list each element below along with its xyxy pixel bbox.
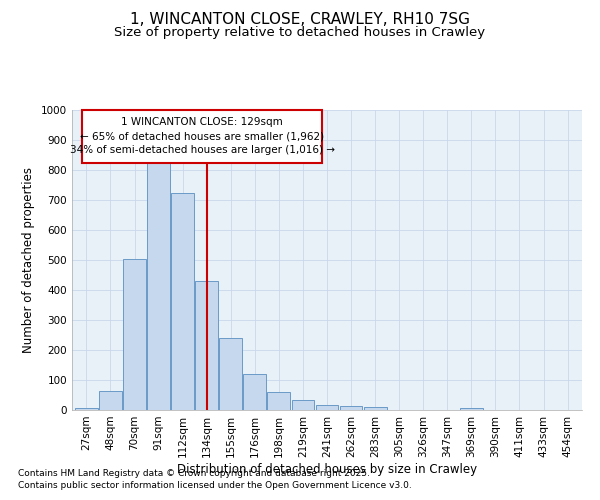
Text: 1 WINCANTON CLOSE: 129sqm
← 65% of detached houses are smaller (1,962)
34% of se: 1 WINCANTON CLOSE: 129sqm ← 65% of detac… xyxy=(70,117,335,155)
Bar xyxy=(123,258,146,410)
Bar xyxy=(75,408,98,410)
Text: Contains HM Land Registry data © Crown copyright and database right 2025.: Contains HM Land Registry data © Crown c… xyxy=(18,468,370,477)
Bar xyxy=(195,281,218,410)
Bar xyxy=(171,192,194,410)
Text: 1, WINCANTON CLOSE, CRAWLEY, RH10 7SG: 1, WINCANTON CLOSE, CRAWLEY, RH10 7SG xyxy=(130,12,470,28)
Text: Size of property relative to detached houses in Crawley: Size of property relative to detached ho… xyxy=(115,26,485,39)
Bar xyxy=(292,400,314,410)
Bar xyxy=(316,404,338,410)
Text: Contains public sector information licensed under the Open Government Licence v3: Contains public sector information licen… xyxy=(18,481,412,490)
Bar xyxy=(460,408,483,410)
Bar xyxy=(147,162,170,410)
X-axis label: Distribution of detached houses by size in Crawley: Distribution of detached houses by size … xyxy=(177,462,477,475)
FancyBboxPatch shape xyxy=(82,110,322,162)
Bar xyxy=(220,338,242,410)
Bar xyxy=(244,374,266,410)
Bar xyxy=(340,406,362,410)
Y-axis label: Number of detached properties: Number of detached properties xyxy=(22,167,35,353)
Bar xyxy=(268,392,290,410)
Bar xyxy=(99,392,122,410)
Bar xyxy=(364,407,386,410)
